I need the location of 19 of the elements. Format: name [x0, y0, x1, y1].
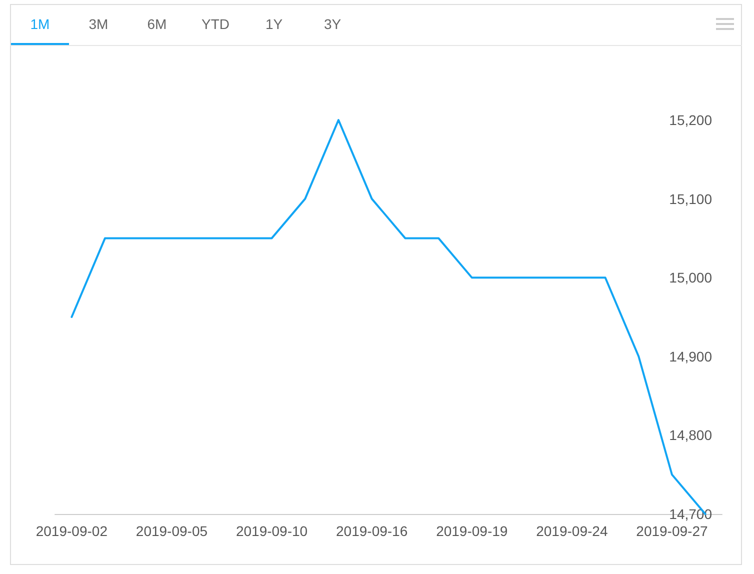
text: 1Y [264, 15, 284, 34]
y-tick-label: 14,800 [669, 427, 712, 444]
y-tick-label: 15,200 [669, 112, 712, 128]
x-tick-label: 2019-09-10 [236, 523, 308, 539]
x-tick-label: 2019-09-24 [536, 523, 608, 539]
text: 1M [11, 4, 69, 45]
x-tick-label: 2019-09-05 [136, 523, 208, 539]
x-tick-label: 2019-09-02 [36, 523, 108, 539]
text: YTD [200, 15, 230, 34]
y-tick-label: 14,900 [669, 348, 712, 364]
x-tick-label: 2019-09-27 [636, 523, 708, 539]
y-tick-label: 15,100 [669, 190, 712, 207]
y-tick-label: 14,700 [669, 506, 712, 522]
x-tick-label: 2019-09-19 [436, 523, 508, 539]
text: 3M [88, 15, 110, 34]
y-tick-label: 15,000 [669, 270, 712, 286]
text: 3Y [322, 15, 342, 34]
text: 6M [146, 15, 168, 34]
x-tick-label: 2019-09-16 [336, 523, 408, 539]
